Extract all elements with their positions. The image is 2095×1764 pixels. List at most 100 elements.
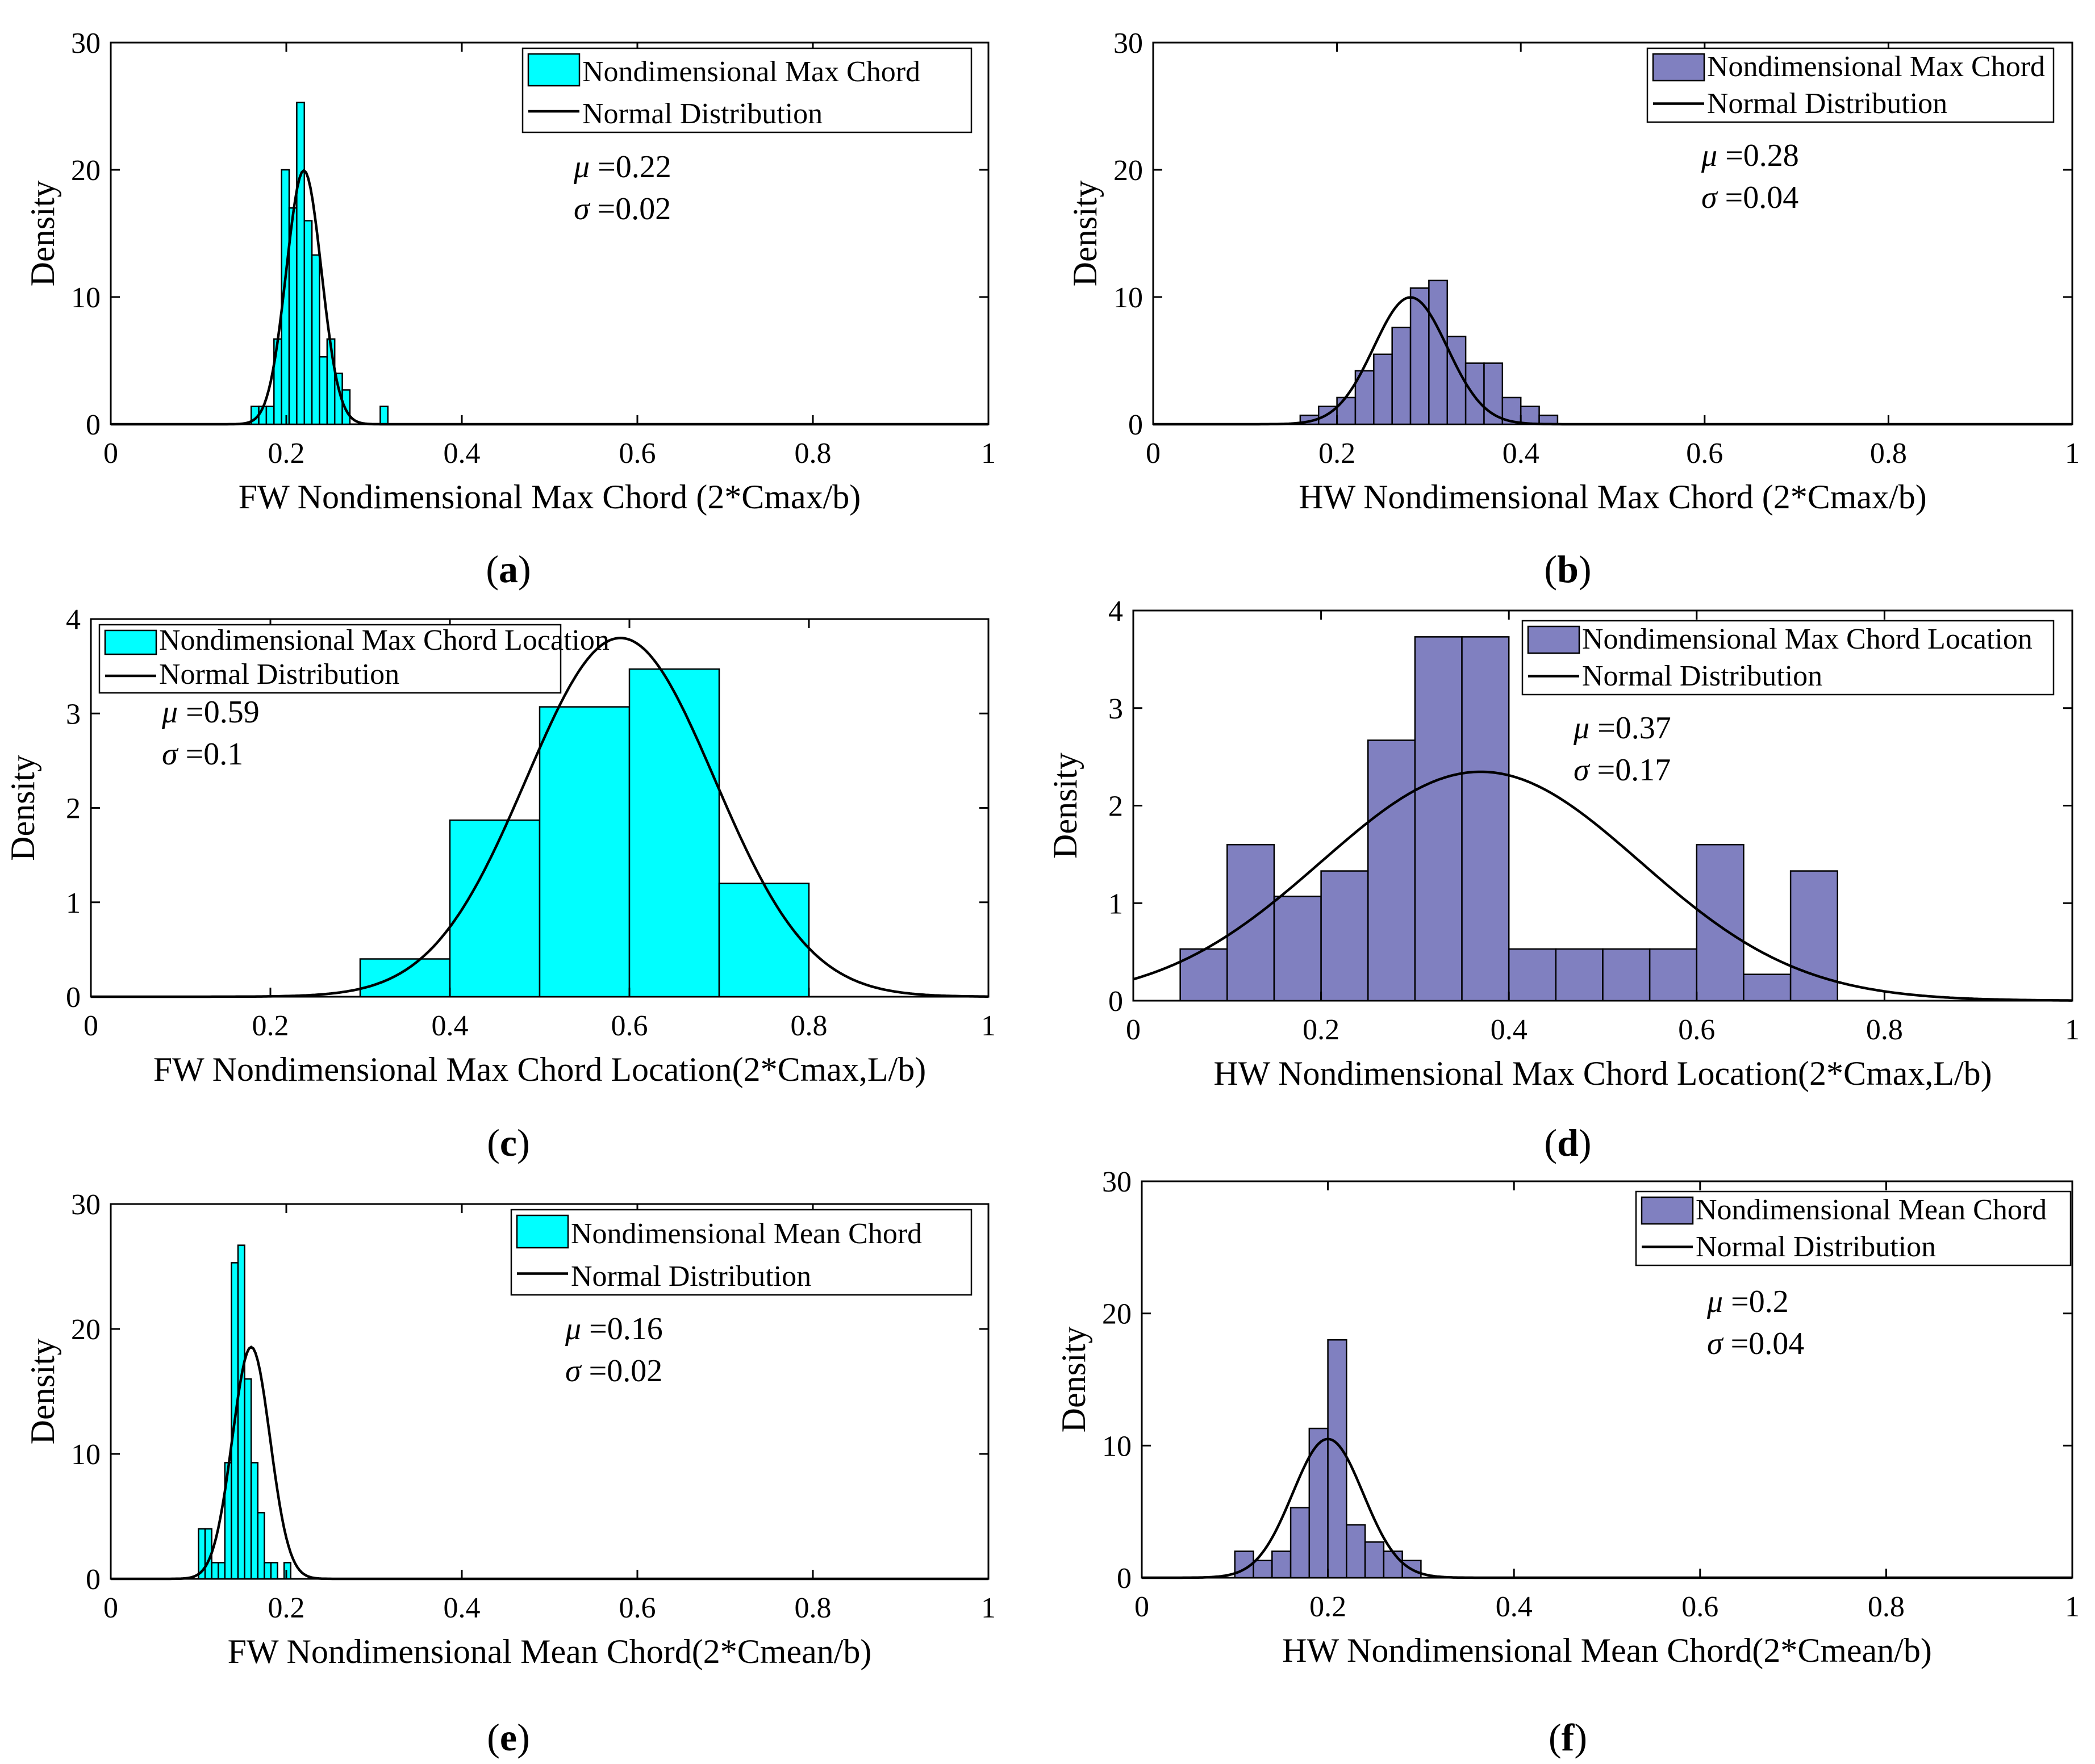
x-tick-label: 0.8 — [795, 437, 832, 470]
histogram-bar — [1464, 362, 1485, 425]
x-tick-label: 1 — [2065, 1014, 2080, 1046]
legend-label-histogram: Nondimensional Max Chord — [582, 56, 920, 88]
x-tick-label: 0.8 — [1870, 437, 1907, 470]
y-tick-label: 30 — [1102, 1166, 1132, 1198]
x-tick-label: 0.2 — [252, 1010, 289, 1042]
normal-distribution-curve — [91, 637, 988, 998]
histogram-bar — [303, 220, 313, 425]
y-tick-label: 0 — [66, 981, 81, 1014]
y-tick-label: 20 — [71, 1314, 101, 1346]
histogram-bar — [1336, 396, 1357, 425]
y-tick-label: 2 — [1108, 791, 1123, 823]
y-axis-label: Density — [1066, 181, 1104, 287]
histogram-bar — [1253, 1560, 1273, 1579]
histogram-bar — [1602, 948, 1651, 1002]
x-tick-label: 0.4 — [444, 437, 481, 470]
panel-label: (b) — [1544, 547, 1591, 591]
x-tick-label: 0.2 — [268, 1592, 305, 1624]
x-tick-label: 0.4 — [444, 1592, 481, 1624]
mu-annotation: μ =0.37 — [1573, 710, 1671, 746]
x-tick-label: 0.4 — [1496, 1591, 1533, 1623]
normal-distribution-curve — [1133, 770, 2072, 1002]
x-tick-label: 1 — [2065, 1591, 2080, 1623]
y-tick-label: 1 — [66, 887, 81, 919]
y-tick-label: 0 — [1128, 409, 1143, 441]
x-tick-label: 1 — [981, 1010, 996, 1042]
y-tick-label: 3 — [1108, 693, 1123, 725]
histogram-bar — [1367, 739, 1416, 1002]
mu-annotation: μ =0.28 — [1701, 138, 1799, 173]
histogram-bar — [1273, 895, 1322, 1002]
mu-annotation: μ =0.22 — [573, 149, 671, 185]
y-tick-label: 10 — [1113, 282, 1143, 314]
histogram-bar — [1373, 353, 1393, 425]
histogram-bar — [211, 1562, 219, 1580]
x-tick-label: 0.6 — [1681, 1591, 1718, 1623]
histogram-bar — [1414, 636, 1463, 1002]
x-tick-label: 0.4 — [432, 1010, 469, 1042]
panel-label: (f) — [1549, 1716, 1587, 1759]
x-tick-label: 0.2 — [268, 437, 305, 470]
x-tick-label: 0 — [84, 1010, 98, 1042]
mu-annotation: μ =0.59 — [161, 695, 260, 730]
histogram-bar — [1226, 843, 1275, 1002]
legend-swatch-histogram — [1641, 1196, 1694, 1225]
legend-label-histogram: Nondimensional Max Chord Location — [159, 624, 610, 657]
y-tick-label: 3 — [66, 698, 81, 730]
legend-swatch-histogram — [516, 1214, 569, 1249]
x-tick-label: 0.8 — [795, 1592, 832, 1624]
x-tick-label: 0.2 — [1318, 437, 1355, 470]
legend-swatch-histogram — [1527, 625, 1580, 654]
histogram-bar — [1391, 327, 1412, 425]
histogram-bar — [1696, 843, 1745, 1002]
x-tick-label: 0 — [1134, 1591, 1149, 1623]
y-tick-label: 30 — [71, 1189, 101, 1221]
x-tick-label: 0.6 — [611, 1010, 648, 1042]
x-tick-label: 0.6 — [619, 1592, 656, 1624]
legend-swatch-histogram — [527, 53, 581, 87]
legend-label-histogram: Nondimensional Max Chord Location — [1582, 623, 2033, 655]
histogram-bar — [283, 1562, 291, 1580]
histogram-bar — [264, 1562, 272, 1580]
y-axis-label: Density — [24, 1339, 61, 1445]
x-axis-label: FW Nondimensional Max Chord (2*Cmax/b) — [239, 478, 861, 516]
sigma-annotation: σ =0.02 — [565, 1353, 662, 1389]
x-tick-label: 0 — [1126, 1014, 1141, 1046]
x-tick-label: 0.8 — [791, 1010, 828, 1042]
legend-swatch-histogram — [1652, 53, 1705, 82]
legend-box — [1646, 47, 2055, 123]
histogram-bar — [1346, 1524, 1366, 1579]
histogram-bar — [359, 958, 451, 998]
x-tick-label: 1 — [2065, 437, 2080, 470]
panel-label: (d) — [1544, 1121, 1591, 1164]
chart-panel-d: 0 0.2 0.4 0.6 0.8 1 0 1 2 3 4 HW Nondimensional Max… — [1046, 595, 2080, 1164]
y-tick-label: 0 — [1108, 985, 1123, 1018]
normal-distribution-curve — [1153, 296, 2072, 426]
y-tick-label: 20 — [71, 154, 101, 187]
histogram-bar — [379, 406, 389, 425]
x-tick-label: 0.6 — [1678, 1014, 1715, 1046]
x-tick-label: 0.4 — [1491, 1014, 1528, 1046]
normal-distribution-curve — [1142, 1437, 2072, 1579]
panel-label: (c) — [487, 1121, 530, 1164]
legend-label-curve: Normal Distribution — [571, 1260, 811, 1293]
histogram-bar — [1461, 636, 1510, 1002]
legend-label-curve: Normal Distribution — [159, 658, 399, 691]
y-tick-label: 2 — [66, 793, 81, 825]
y-axis-label: Density — [24, 181, 61, 287]
x-tick-label: 0.8 — [1866, 1014, 1903, 1046]
histogram-bar — [218, 1562, 226, 1580]
legend-label-histogram: Nondimensional Mean Chord — [1696, 1194, 2047, 1226]
x-axis-label: FW Nondimensional Mean Chord(2*Cmean/b) — [228, 1633, 872, 1670]
x-tick-label: 1 — [981, 1592, 996, 1624]
histogram-bar — [1383, 1550, 1403, 1579]
y-tick-label: 20 — [1113, 154, 1143, 187]
panel-label: (e) — [487, 1716, 530, 1759]
x-axis-label: HW Nondimensional Mean Chord(2*Cmean/b) — [1282, 1632, 1932, 1669]
histogram-bar — [319, 356, 328, 425]
sigma-annotation: σ =0.04 — [1701, 180, 1798, 215]
histogram-bar — [1520, 406, 1540, 425]
